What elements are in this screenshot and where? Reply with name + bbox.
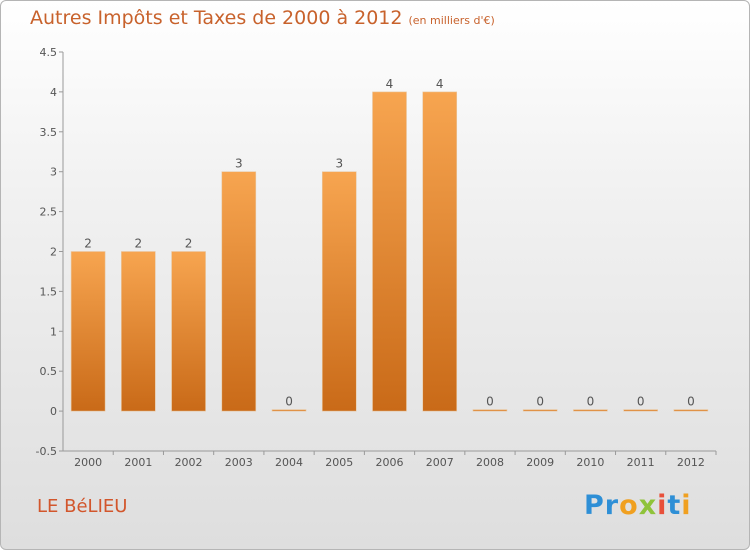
y-tick-label: 4 xyxy=(50,86,57,99)
bar-2001 xyxy=(121,251,156,412)
location-name: LE BéLIEU xyxy=(37,496,128,517)
data-labels: 2 2 2 3 0 3 4 4 0 0 0 0 0 xyxy=(84,77,694,409)
data-label-2004: 0 xyxy=(285,395,293,409)
y-tick-label: 0 xyxy=(50,405,57,418)
data-label-2012: 0 xyxy=(687,395,695,409)
x-tick-label: 2002 xyxy=(175,456,203,469)
data-label-2010: 0 xyxy=(587,395,595,409)
x-tick-label: 2011 xyxy=(627,456,655,469)
bar-2002 xyxy=(171,251,206,412)
bar-2006 xyxy=(372,91,407,412)
bars xyxy=(70,91,709,412)
bar-2009 xyxy=(522,409,558,412)
logo-letter: t xyxy=(667,490,682,521)
data-label-2006: 4 xyxy=(386,77,394,91)
x-tick-label: 2005 xyxy=(325,456,353,469)
y-tick-label: 3 xyxy=(50,166,57,179)
proxiti-logo[interactable]: Proxiti xyxy=(584,490,692,521)
x-tick-label: 2008 xyxy=(476,456,504,469)
data-label-2003: 3 xyxy=(235,157,243,171)
logo-letter: P xyxy=(584,490,605,521)
data-label-2001: 2 xyxy=(135,237,143,251)
y-tick-label: 0.5 xyxy=(40,365,58,378)
bar-2007 xyxy=(422,91,458,412)
logo-letter: i xyxy=(657,490,668,521)
bar-2011 xyxy=(623,409,658,412)
x-tick-label: 2006 xyxy=(376,456,404,469)
bar-2000 xyxy=(70,251,106,412)
data-label-2005: 3 xyxy=(335,157,343,171)
data-label-2000: 2 xyxy=(84,237,92,251)
bar-2004 xyxy=(271,409,307,412)
data-label-2007: 4 xyxy=(436,77,444,91)
chart-unit: (en milliers d'€) xyxy=(408,14,495,27)
bar-2008 xyxy=(472,409,508,412)
x-tick-label: 2007 xyxy=(426,456,454,469)
y-tick-label: 1.5 xyxy=(40,285,58,298)
chart-title-text: Autres Impôts et Taxes de 2000 à 2012 xyxy=(30,7,403,29)
y-tick-label: 2.5 xyxy=(40,206,58,219)
bar-2012 xyxy=(673,409,709,412)
y-tick-label: 4.5 xyxy=(40,46,58,59)
y-tick-label: 1 xyxy=(50,325,57,338)
bar-2005 xyxy=(321,171,357,412)
x-tick-label: 2003 xyxy=(225,456,253,469)
logo-letter: i xyxy=(681,490,692,521)
data-label-2009: 0 xyxy=(536,395,544,409)
x-tick-label: 2004 xyxy=(275,456,303,469)
y-tick-label: -0.5 xyxy=(36,445,57,458)
logo-letter: o xyxy=(619,490,639,521)
data-label-2008: 0 xyxy=(486,395,494,409)
x-tick-label: 2010 xyxy=(576,456,604,469)
data-label-2011: 0 xyxy=(637,395,645,409)
x-tick-label: 2009 xyxy=(526,456,554,469)
chart-title: Autres Impôts et Taxes de 2000 à 2012 (en… xyxy=(30,7,495,29)
bar-2003 xyxy=(221,171,257,412)
x-tick-label: 2012 xyxy=(677,456,705,469)
bar-2010 xyxy=(573,409,608,412)
logo-letter: r xyxy=(604,490,620,521)
y-tick-label: 2 xyxy=(50,246,57,259)
logo-letter: x xyxy=(638,490,658,521)
data-label-2002: 2 xyxy=(185,237,193,251)
x-tick-label: 2000 xyxy=(74,456,102,469)
x-tick-label: 2001 xyxy=(124,456,152,469)
y-tick-label: 3.5 xyxy=(40,126,58,139)
